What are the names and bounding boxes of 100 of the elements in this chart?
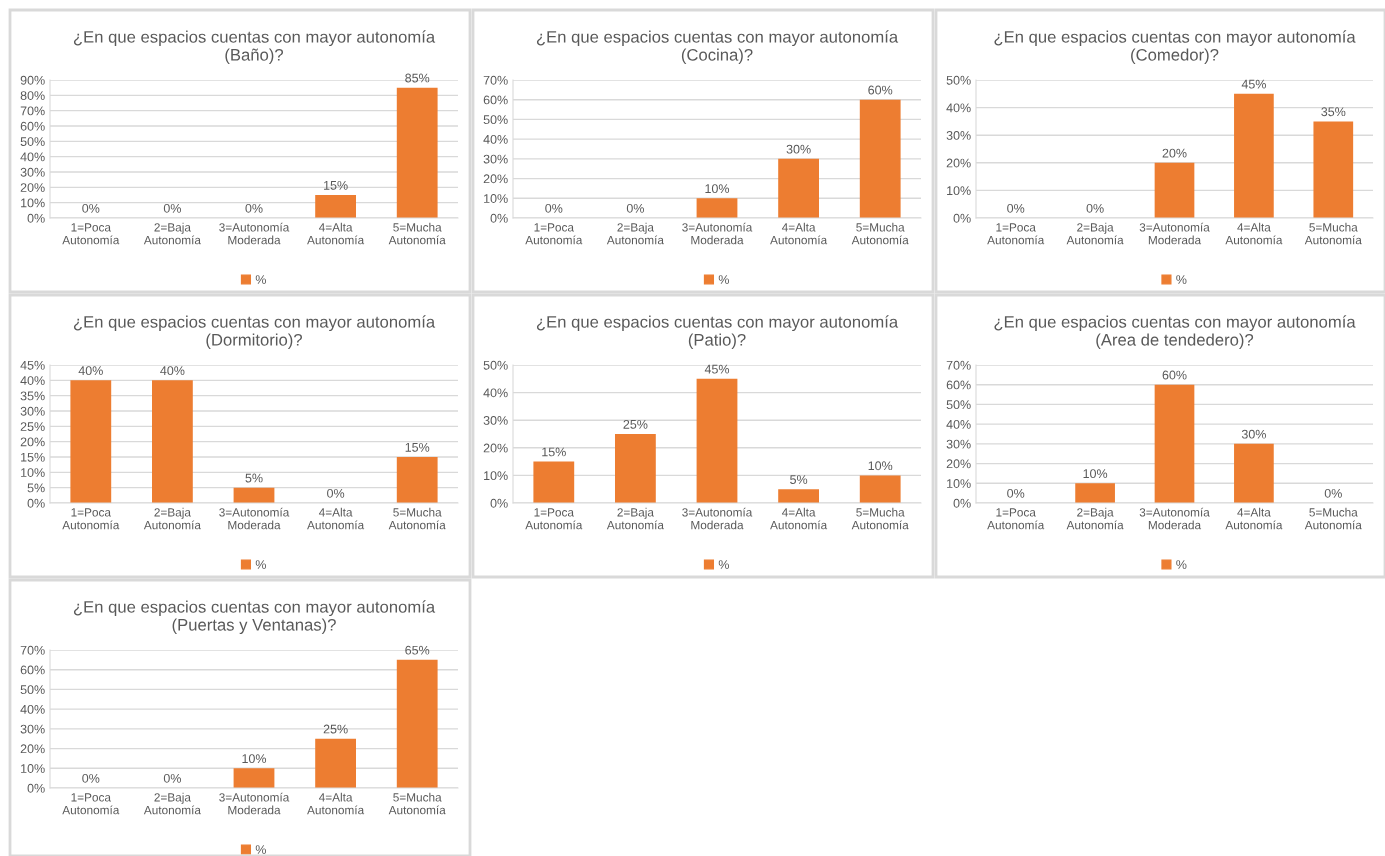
data-label: 45% [704,364,730,374]
bar [70,380,112,503]
data-label: 0% [626,203,644,213]
y-tick-label: 60% [946,380,971,390]
y-tick-label: 35% [20,391,45,401]
y-tick-label: 10% [947,186,971,196]
bar [696,198,738,218]
y-tick-label: 40% [946,103,971,113]
x-tick-label: 5=Mucha Autonomía [388,222,446,245]
data-label: 5% [790,475,808,484]
data-label: 5% [245,473,263,483]
x-tick-label: 4=Alta Autonomía [770,507,828,530]
y-tick-label: 30% [20,724,45,734]
y-tick-label: 50% [946,400,971,410]
y-tick-label: 30% [483,154,508,164]
x-tick-label: 3=Autonomía Moderada [682,507,753,530]
y-tick-label: 0% [953,498,971,508]
y-tick-label: 20% [946,158,971,168]
x-tick-label: 5=Mucha Autonomía [388,792,446,815]
y-tick-label: 0% [27,783,45,793]
y-tick-label: 10% [21,764,45,773]
y-tick-label: 20% [483,174,508,184]
x-tick-label: 4=Alta Autonomía [770,222,828,245]
data-label: 0% [245,203,263,213]
x-tick-label: 2=Baja Autonomía [606,507,664,530]
chart-title: ¿En que espacios cuentas con mayor autonomía (Cocina)? [536,30,899,65]
y-tick-label: 45% [20,360,45,370]
data-label: 0% [82,203,100,213]
data-label: 0% [163,203,181,213]
x-tick-label: 1=Poca Autonomía [62,223,120,245]
bar [778,158,819,218]
x-tick-label: 3=Autonomía Moderada [1139,507,1210,530]
y-tick-label: 10% [21,198,45,208]
y-tick-label: 40% [483,388,508,398]
bar [615,434,656,503]
bar [1234,93,1274,218]
x-tick-label: 2=Baja Autonomía [143,222,201,245]
x-tick-label: 3=Autonomía Moderada [682,222,753,245]
bar [396,457,438,503]
y-tick-label: 30% [20,406,45,416]
y-tick-label: 90% [20,75,45,85]
chart-title: ¿En que espacios cuentas con mayor autonomía (Comedor)? [994,30,1356,65]
x-tick-label: 3=Autonomía Moderada [1139,222,1210,245]
y-tick-label: 50% [20,685,45,695]
data-label: 60% [1162,370,1187,380]
bar [1154,384,1195,503]
x-tick-label: 1=Poca Autonomía [62,793,120,815]
bar [1154,162,1195,218]
legend-label: % [255,560,266,569]
data-label: 0% [163,773,181,783]
y-tick-label: 40% [483,134,508,144]
y-tick-label: 30% [483,416,508,425]
legend-label: % [718,560,729,569]
data-label: 15% [324,180,348,190]
y-tick-label: 50% [483,360,508,370]
chart-title: ¿En que espacios cuentas con mayor autonomía (Puertas y Ventanas)? [73,600,436,635]
chart-title: ¿En que espacios cuentas con mayor autonomía (Area de tendedero)? [994,315,1356,350]
legend-label: % [255,275,266,284]
y-tick-label: 70% [946,360,971,370]
x-tick-label: 4=Alta Autonomía [307,792,365,815]
legend-label: % [1176,275,1187,284]
bar [152,380,193,503]
y-tick-label: 20% [483,443,508,453]
y-tick-label: 80% [20,91,45,100]
y-tick-label: 50% [20,137,45,146]
legend-label: % [1176,560,1187,569]
x-tick-label: 5=Mucha Autonomía [851,222,909,245]
y-tick-label: 0% [490,213,508,223]
y-tick-label: 0% [490,498,508,508]
data-label: 65% [405,645,430,655]
data-label: 20% [1162,148,1187,158]
y-tick-label: 70% [20,106,45,116]
chart-title: ¿En que espacios cuentas con mayor autonomía (Dormitorio)? [73,315,436,350]
data-label: 35% [1321,107,1346,117]
data-label: 0% [1324,488,1342,498]
data-label: 40% [160,366,185,376]
x-tick-label: 5=Mucha Autonomía [1304,222,1362,245]
y-tick-label: 10% [21,468,45,477]
x-tick-label: 5=Mucha Autonomía [851,507,909,530]
data-label: 40% [78,366,103,376]
y-tick-label: 40% [20,152,45,162]
y-tick-label: 60% [20,121,45,131]
data-label: 0% [545,203,563,213]
x-tick-label: 4=Alta Autonomía [1225,507,1283,530]
data-label: 10% [242,754,267,764]
x-tick-label: 3=Autonomía Moderada [219,222,290,245]
y-tick-label: 20% [946,459,971,469]
y-tick-label: 10% [484,194,508,203]
bar [696,378,738,503]
data-label: 60% [868,85,893,95]
x-tick-label: 2=Baja Autonomía [143,792,201,815]
chart-title: ¿En que espacios cuentas con mayor autonomía (Patio)? [536,315,899,350]
y-tick-label: 20% [20,183,45,192]
data-label: 10% [1083,469,1108,479]
bar [1313,121,1354,218]
data-label: 30% [1241,429,1266,439]
x-tick-label: 5=Mucha Autonomía [388,507,446,530]
x-tick-label: 3=Autonomía Moderada [219,792,290,815]
legend-label: % [718,275,729,284]
y-tick-label: 25% [20,422,45,431]
